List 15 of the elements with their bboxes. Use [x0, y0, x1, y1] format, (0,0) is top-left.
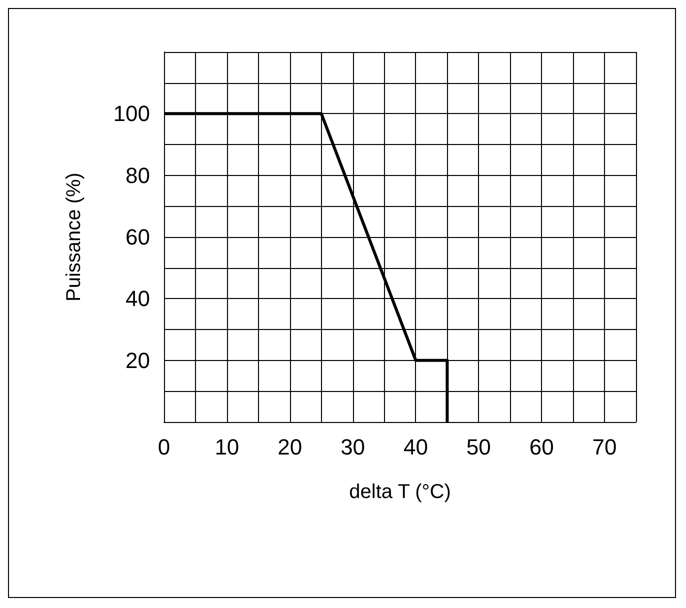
x-tick-label: 70 — [592, 434, 617, 460]
x-tick-label: 0 — [158, 434, 170, 460]
y-tick-label: 20 — [126, 348, 150, 373]
x-tick-label: 50 — [466, 434, 491, 460]
y-axis-title: Puissance (%) — [63, 172, 85, 302]
y-tick-label: 60 — [126, 224, 150, 250]
x-tick-label: 60 — [529, 434, 554, 460]
y-tick-label: 40 — [126, 286, 150, 312]
y-tick-label: 80 — [126, 162, 150, 188]
x-tick-label: 40 — [403, 434, 428, 460]
x-tick-label: 20 — [278, 434, 302, 460]
x-axis-title: delta T (°C) — [349, 481, 451, 503]
x-tick-label: 10 — [214, 434, 240, 460]
x-tick-label: 30 — [340, 434, 366, 460]
y-tick-label: 100 — [113, 101, 150, 126]
